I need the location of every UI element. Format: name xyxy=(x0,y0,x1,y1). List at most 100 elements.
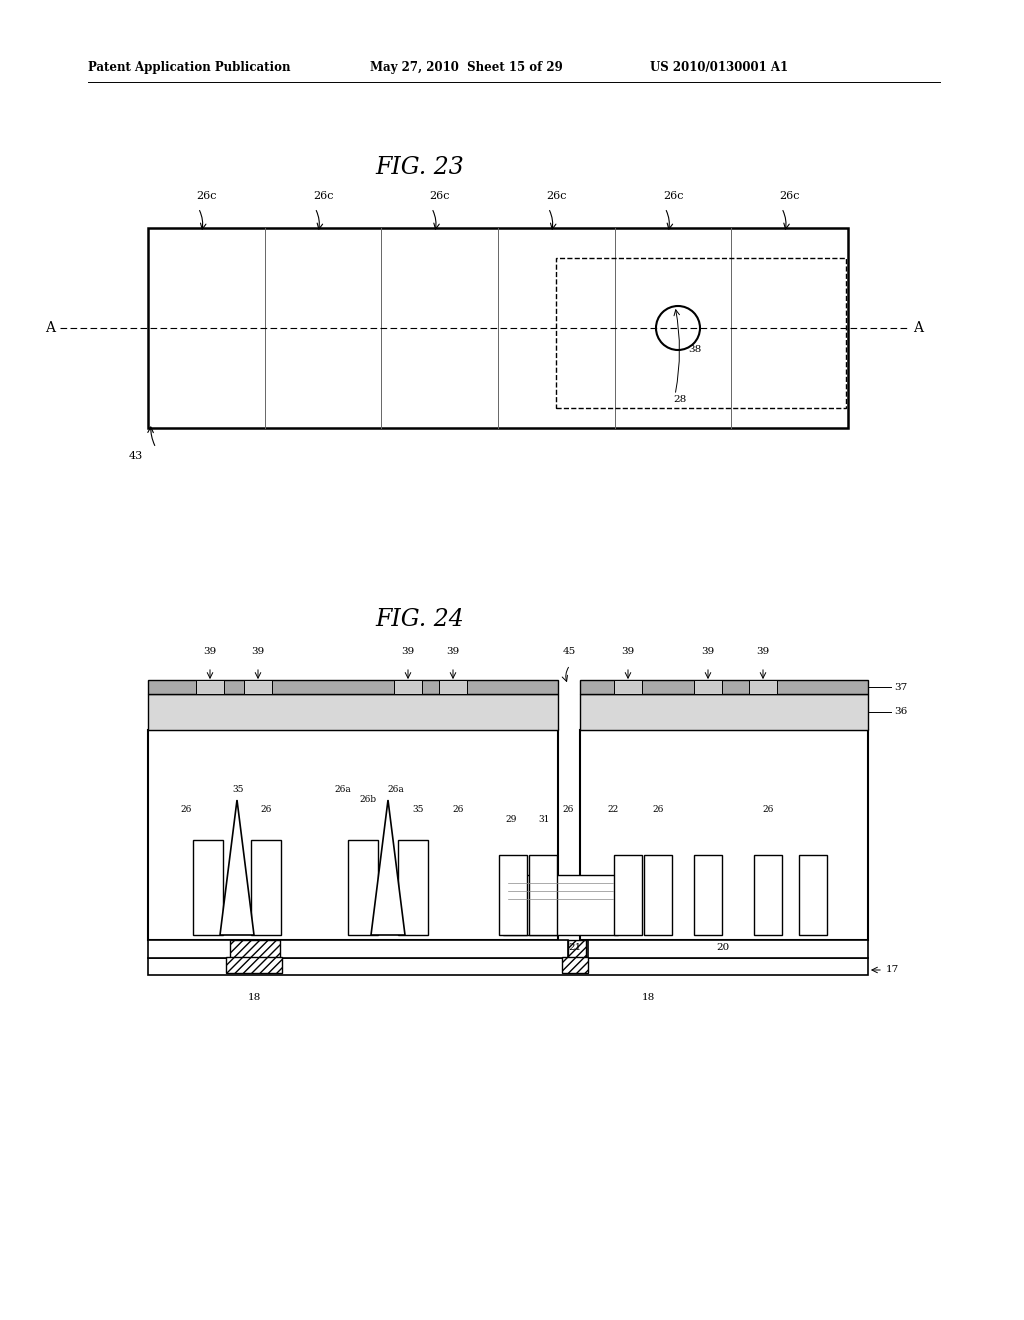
Text: 26a: 26a xyxy=(388,785,404,795)
Bar xyxy=(799,855,827,935)
Bar xyxy=(503,875,618,935)
Bar xyxy=(580,730,868,940)
Bar xyxy=(694,680,722,694)
Text: US 2010/0130001 A1: US 2010/0130001 A1 xyxy=(650,62,788,74)
Bar xyxy=(148,730,558,940)
Bar xyxy=(754,855,782,935)
Text: A: A xyxy=(913,321,923,335)
Text: 39: 39 xyxy=(251,648,264,656)
Bar xyxy=(499,855,527,935)
Bar xyxy=(556,257,846,408)
Bar xyxy=(348,840,378,935)
Bar xyxy=(196,680,224,694)
Text: 18: 18 xyxy=(641,993,654,1002)
Text: 26: 26 xyxy=(260,805,271,814)
Bar xyxy=(614,855,642,935)
Text: Patent Application Publication: Patent Application Publication xyxy=(88,62,291,74)
Text: 26b: 26b xyxy=(359,796,377,804)
Text: 17: 17 xyxy=(886,965,899,974)
Text: 29: 29 xyxy=(505,816,517,825)
Bar xyxy=(196,680,224,694)
Bar xyxy=(499,855,527,935)
Bar xyxy=(148,680,558,694)
Text: 36: 36 xyxy=(894,708,907,717)
Text: 26c: 26c xyxy=(196,191,217,201)
Text: 26c: 26c xyxy=(312,191,333,201)
Text: 43: 43 xyxy=(129,451,143,461)
Text: 39: 39 xyxy=(701,648,715,656)
Text: FIG. 23: FIG. 23 xyxy=(376,157,464,180)
Bar xyxy=(529,855,557,935)
Bar xyxy=(694,855,722,935)
Text: 31: 31 xyxy=(539,816,550,825)
Text: 26: 26 xyxy=(453,805,464,814)
Bar xyxy=(148,958,868,975)
Bar xyxy=(148,730,558,940)
Bar xyxy=(754,855,782,935)
Text: 35: 35 xyxy=(413,805,424,814)
Bar xyxy=(193,840,223,935)
Bar xyxy=(588,940,868,958)
Bar xyxy=(799,855,827,935)
Text: 39: 39 xyxy=(204,648,217,656)
Text: 26: 26 xyxy=(762,805,774,814)
Text: 26c: 26c xyxy=(429,191,450,201)
Text: 39: 39 xyxy=(446,648,460,656)
Bar xyxy=(749,680,777,694)
Bar xyxy=(398,840,428,935)
Bar xyxy=(694,855,722,935)
Bar xyxy=(580,730,868,940)
Polygon shape xyxy=(220,800,254,935)
Text: 35: 35 xyxy=(232,785,244,795)
Bar xyxy=(251,840,281,935)
Bar xyxy=(193,840,223,935)
Text: 26a: 26a xyxy=(335,785,351,795)
Text: 26: 26 xyxy=(562,805,573,814)
Text: 18: 18 xyxy=(248,993,261,1002)
Bar xyxy=(394,680,422,694)
Bar xyxy=(614,680,642,694)
Text: 21: 21 xyxy=(568,944,582,953)
Text: 45: 45 xyxy=(563,648,577,656)
Text: May 27, 2010  Sheet 15 of 29: May 27, 2010 Sheet 15 of 29 xyxy=(370,62,563,74)
Text: 22: 22 xyxy=(607,805,618,814)
Bar xyxy=(148,228,848,428)
Bar xyxy=(529,855,557,935)
Bar xyxy=(230,940,280,958)
Bar xyxy=(562,957,588,973)
Text: 26: 26 xyxy=(180,805,191,814)
Text: 26c: 26c xyxy=(779,191,800,201)
Bar xyxy=(580,694,868,730)
Text: FIG. 24: FIG. 24 xyxy=(376,609,464,631)
Bar xyxy=(148,940,568,958)
Bar xyxy=(694,680,722,694)
Text: 39: 39 xyxy=(401,648,415,656)
Bar xyxy=(614,680,642,694)
Bar xyxy=(244,680,272,694)
Bar xyxy=(251,840,281,935)
Text: 37: 37 xyxy=(894,682,907,692)
Bar xyxy=(244,680,272,694)
Bar xyxy=(398,840,428,935)
Text: 39: 39 xyxy=(622,648,635,656)
Text: 20: 20 xyxy=(717,944,730,953)
Text: 26: 26 xyxy=(652,805,664,814)
Bar xyxy=(568,940,586,958)
Bar xyxy=(148,694,558,730)
Text: 26c: 26c xyxy=(663,191,683,201)
Bar xyxy=(644,855,672,935)
Polygon shape xyxy=(371,800,406,935)
Bar xyxy=(749,680,777,694)
Bar xyxy=(348,840,378,935)
Bar xyxy=(580,680,868,694)
Bar xyxy=(614,855,642,935)
Text: A: A xyxy=(45,321,55,335)
Text: 39: 39 xyxy=(757,648,770,656)
Text: 26c: 26c xyxy=(546,191,566,201)
Bar xyxy=(439,680,467,694)
Bar xyxy=(394,680,422,694)
Bar xyxy=(439,680,467,694)
Bar xyxy=(226,957,282,973)
Text: 38: 38 xyxy=(688,346,701,355)
Bar xyxy=(644,855,672,935)
